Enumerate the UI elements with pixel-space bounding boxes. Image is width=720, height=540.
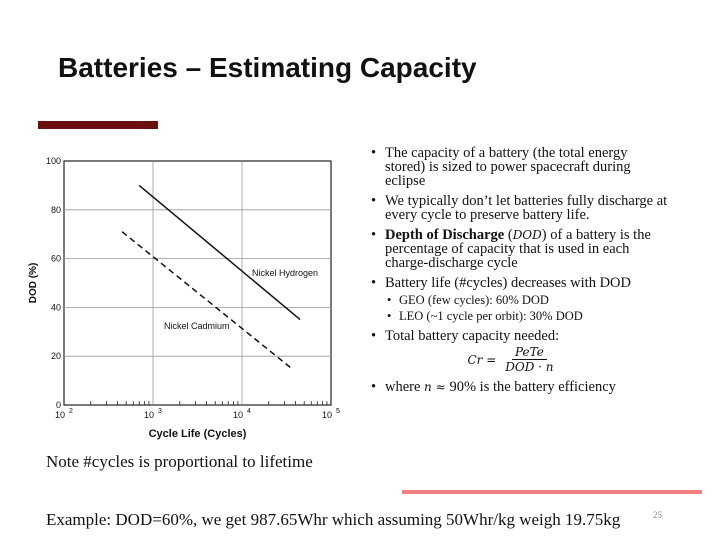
dod-sub-list: GEO (few cycles): 60% DOD LEO (~1 cycle … bbox=[385, 293, 669, 323]
bullet-list: The capacity of a battery (the total ene… bbox=[369, 146, 669, 400]
sub-item-leo: LEO (~1 cycle per orbit): 30% DOD bbox=[385, 309, 669, 323]
bullet-total-capacity-text: Total battery capacity needed: bbox=[385, 328, 560, 344]
x-tick-exponent: 3 bbox=[158, 408, 162, 415]
dod-symbol: DOD bbox=[512, 228, 542, 242]
efficiency-prefix: where bbox=[385, 379, 425, 395]
y-tick-label: 40 bbox=[51, 302, 61, 312]
slide-title: Batteries – Estimating Capacity bbox=[58, 52, 477, 83]
bullet-battery-life-text: Battery life (#cycles) decreases with DO… bbox=[385, 275, 631, 291]
y-tick-label: 100 bbox=[46, 156, 61, 166]
x-tick-label: 10 bbox=[233, 410, 243, 420]
x-tick-exponent: 4 bbox=[247, 408, 251, 415]
x-tick-label: 10 bbox=[55, 410, 65, 420]
efficiency-symbol: n ≈ bbox=[424, 380, 450, 394]
footer-accent-bar bbox=[402, 490, 702, 494]
dod-definition-text: ) of a battery is the percentage of capa… bbox=[385, 227, 651, 271]
y-tick-label: 80 bbox=[51, 205, 61, 215]
x-tick-label: 10 bbox=[322, 410, 332, 420]
chart-svg: 0 20 40 60 80 100 10 2 10 3 10 4 10 5 Nickel Hydrogen N… bbox=[28, 156, 340, 440]
plot-frame bbox=[63, 160, 332, 406]
x-axis-label: Cycle Life (Cycles) bbox=[149, 428, 247, 440]
bullet-total-capacity: Total battery capacity needed: Cr = PeTe… bbox=[369, 329, 669, 374]
lifetime-note: Note #cycles is proportional to lifetime bbox=[46, 452, 313, 471]
dod-term: Depth of Discharge bbox=[385, 227, 505, 243]
bullet-capacity-text: The capacity of a battery (the total ene… bbox=[385, 145, 631, 189]
bullet-efficiency: where n ≈ 90% is the battery efficiency bbox=[369, 379, 669, 395]
formula-lhs: Cr = bbox=[467, 352, 497, 367]
series-line-nickel-hydrogen bbox=[138, 184, 301, 321]
example-text: Example: DOD=60%, we get 987.65Whr which… bbox=[46, 510, 621, 529]
series-label-nickel-cadmium: Nickel Cadmium bbox=[164, 321, 230, 331]
series-label-nickel-hydrogen: Nickel Hydrogen bbox=[252, 268, 318, 278]
x-tick-label: 10 bbox=[144, 410, 154, 420]
efficiency-text: 90% is the battery efficiency bbox=[449, 379, 616, 395]
y-tick-label: 0 bbox=[56, 400, 61, 410]
bullet-discharge: We typically don’t let batteries fully d… bbox=[369, 193, 669, 223]
formula-fraction: PeTe DOD · n bbox=[502, 345, 556, 374]
x-tick-exponent: 2 bbox=[69, 408, 73, 415]
title-accent-bar bbox=[38, 121, 158, 129]
bullet-dod-definition: Depth of Discharge (DOD) of a battery is… bbox=[369, 227, 669, 271]
sub-item-geo: GEO (few cycles): 60% DOD bbox=[385, 293, 669, 307]
y-tick-label: 60 bbox=[51, 254, 61, 264]
y-axis-label: DOD (%) bbox=[28, 263, 39, 304]
dod-cycle-life-chart: 0 20 40 60 80 100 10 2 10 3 10 4 10 5 Nickel Hydrogen N… bbox=[0, 150, 355, 450]
bullet-battery-life: Battery life (#cycles) decreases with DO… bbox=[369, 276, 669, 323]
formula-numerator: PeTe bbox=[511, 345, 547, 360]
formula-denominator: DOD · n bbox=[505, 360, 554, 374]
x-tick-exponent: 5 bbox=[336, 408, 340, 415]
y-tick-label: 20 bbox=[51, 351, 61, 361]
series-line-nickel-cadmium bbox=[121, 231, 292, 369]
slide-number: 25 bbox=[653, 510, 662, 520]
bullet-discharge-text: We typically don’t let batteries fully d… bbox=[385, 193, 668, 223]
dod-open-paren: ( bbox=[504, 227, 513, 243]
bullet-capacity: The capacity of a battery (the total ene… bbox=[369, 145, 669, 189]
capacity-formula: Cr = PeTe DOD · n bbox=[385, 345, 669, 374]
